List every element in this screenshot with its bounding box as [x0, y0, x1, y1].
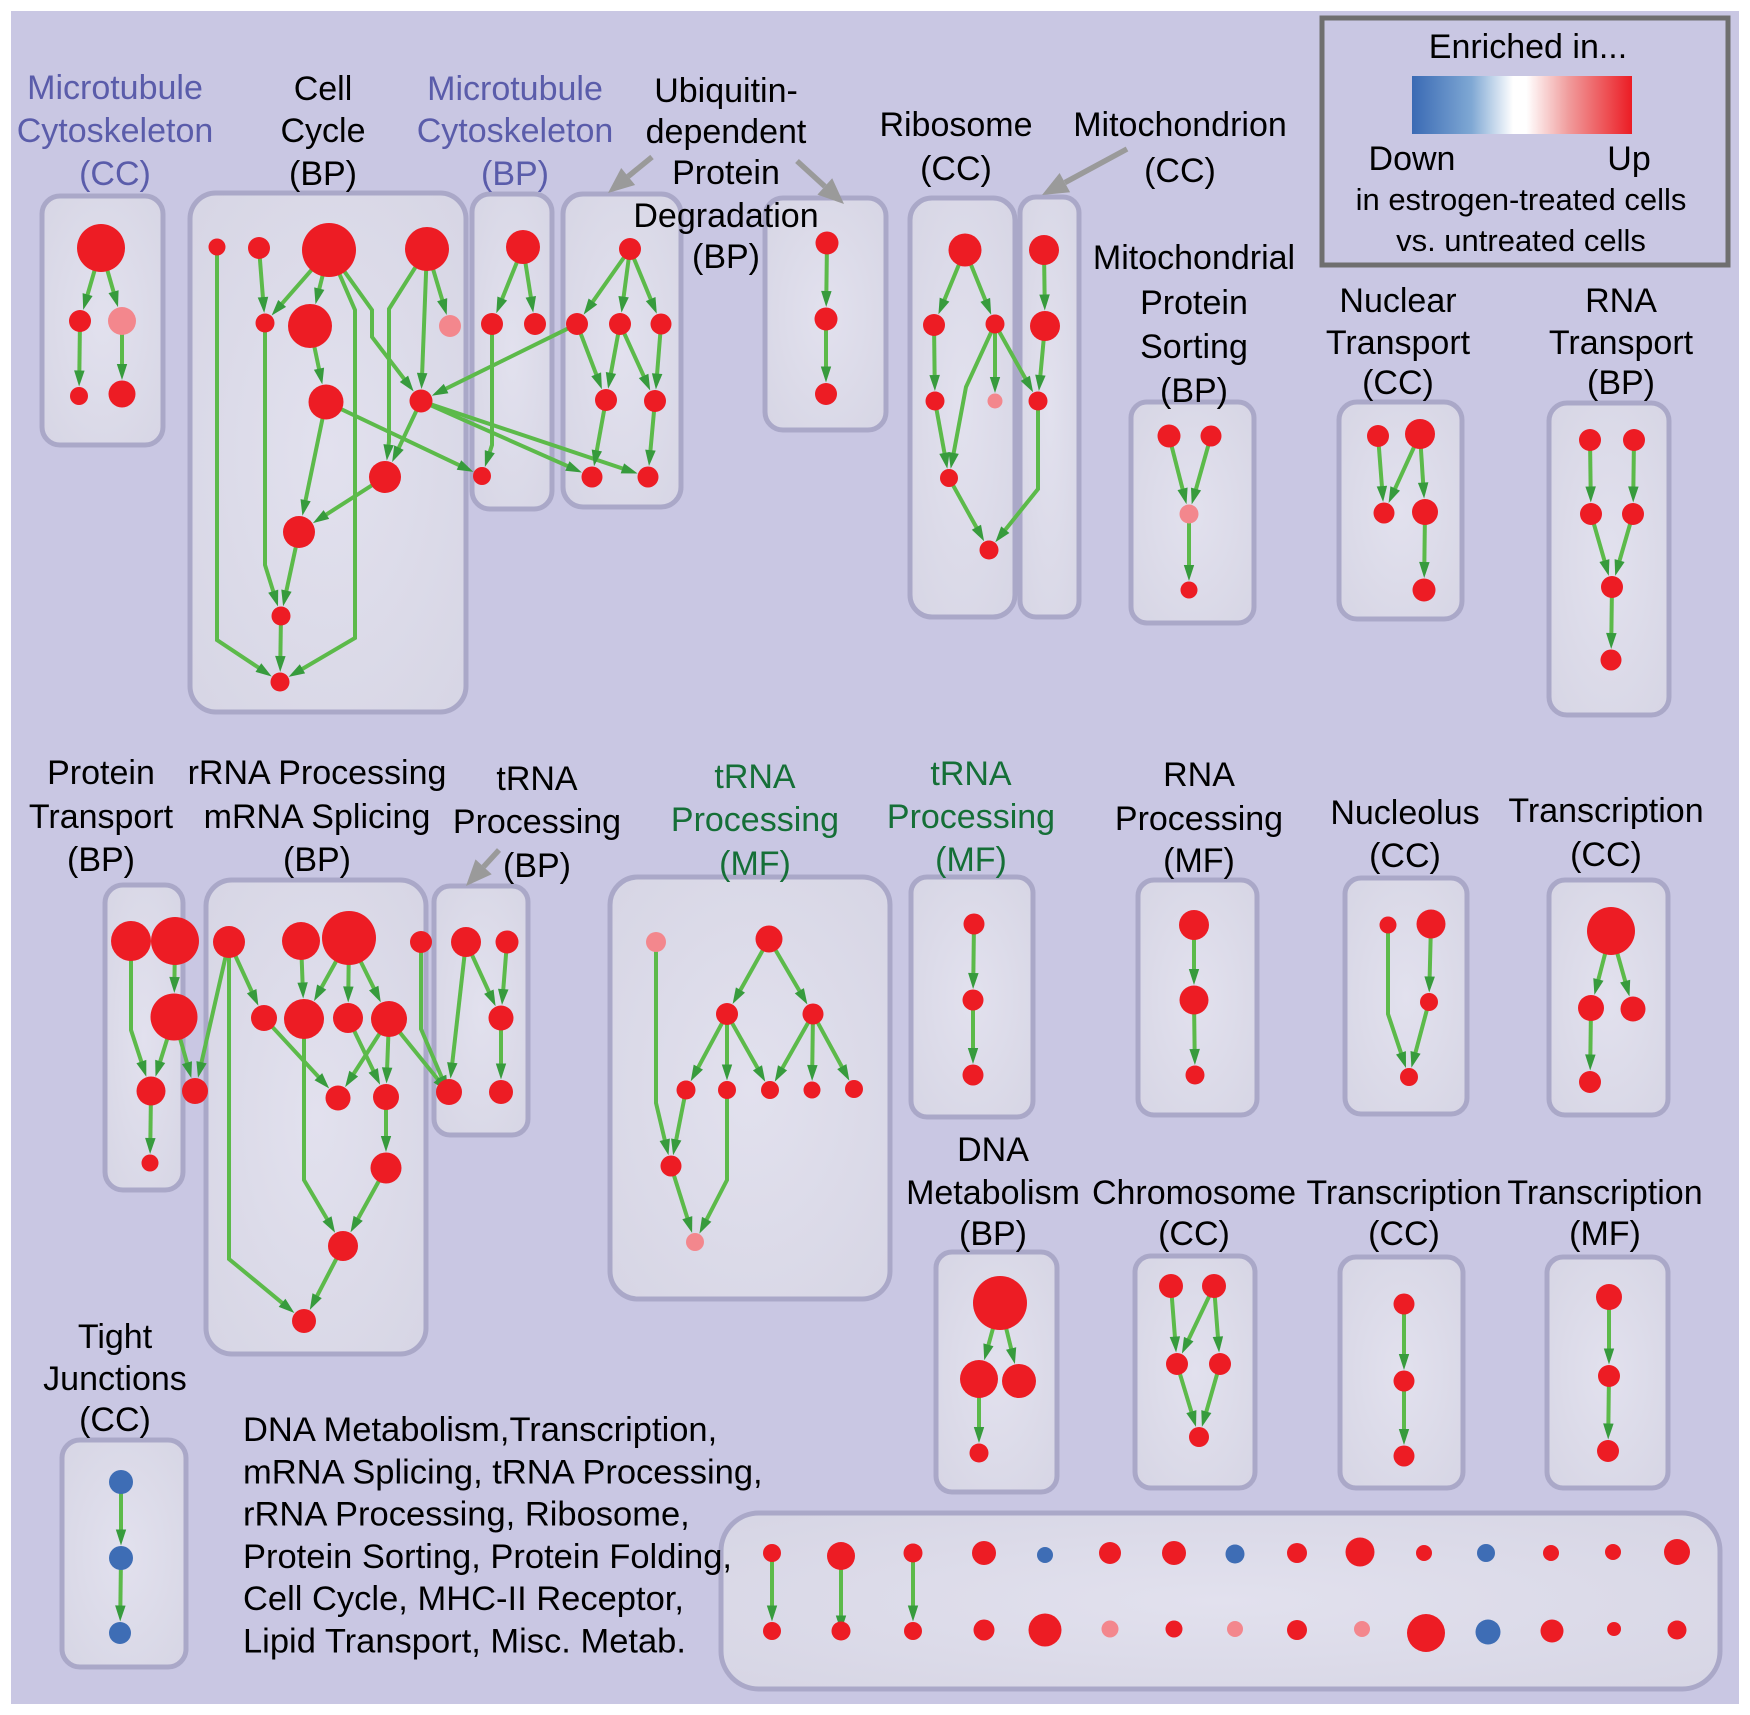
svg-text:mRNA Splicing, tRNA Processing: mRNA Splicing, tRNA Processing, [243, 1453, 763, 1491]
svg-text:(CC): (CC) [1369, 837, 1441, 875]
svg-text:(BP): (BP) [503, 847, 571, 885]
svg-text:tRNA: tRNA [714, 758, 796, 796]
svg-text:Junctions: Junctions [43, 1360, 187, 1398]
svg-text:(CC): (CC) [1368, 1215, 1440, 1253]
svg-text:tRNA: tRNA [496, 760, 578, 798]
svg-text:Transport: Transport [1549, 324, 1694, 362]
svg-text:rRNA Processing: rRNA Processing [188, 754, 447, 792]
svg-text:(CC): (CC) [1362, 364, 1434, 402]
svg-text:(BP): (BP) [289, 155, 357, 193]
svg-text:Mitochondrion: Mitochondrion [1073, 106, 1287, 144]
svg-text:(CC): (CC) [79, 155, 151, 193]
svg-text:(CC): (CC) [79, 1401, 151, 1439]
svg-text:Nuclear: Nuclear [1339, 282, 1456, 320]
svg-text:Chromosome: Chromosome [1092, 1174, 1296, 1212]
svg-text:(MF): (MF) [1163, 842, 1235, 880]
svg-text:Processing: Processing [887, 798, 1055, 836]
svg-text:Microtubule: Microtubule [427, 70, 603, 108]
svg-text:Protein: Protein [672, 154, 780, 192]
svg-text:(BP): (BP) [283, 841, 351, 879]
svg-text:Ribosome: Ribosome [879, 106, 1032, 144]
svg-text:Microtubule: Microtubule [27, 69, 203, 107]
svg-text:vs. untreated cells: vs. untreated cells [1396, 223, 1646, 258]
svg-text:Sorting: Sorting [1140, 328, 1248, 366]
svg-text:Cycle: Cycle [280, 112, 365, 150]
svg-text:(BP): (BP) [692, 238, 760, 276]
svg-text:(BP): (BP) [1587, 364, 1655, 402]
svg-text:tRNA: tRNA [930, 755, 1012, 793]
svg-text:rRNA Processing, Ribosome,: rRNA Processing, Ribosome, [243, 1496, 690, 1534]
svg-text:RNA: RNA [1163, 756, 1235, 794]
svg-text:Mitochondrial: Mitochondrial [1093, 239, 1295, 277]
svg-text:dependent: dependent [646, 113, 807, 151]
svg-text:Transcription: Transcription [1507, 1174, 1702, 1212]
svg-text:(BP): (BP) [481, 155, 549, 193]
svg-text:(MF): (MF) [1569, 1215, 1641, 1253]
svg-text:Cytoskeleton: Cytoskeleton [417, 112, 614, 150]
svg-text:RNA: RNA [1585, 282, 1657, 320]
svg-text:(CC): (CC) [1158, 1215, 1230, 1253]
svg-text:(BP): (BP) [959, 1215, 1027, 1253]
svg-text:Tight: Tight [78, 1318, 153, 1356]
svg-text:Degradation: Degradation [633, 197, 818, 235]
svg-text:DNA: DNA [957, 1131, 1029, 1169]
svg-text:Cell Cycle, MHC-II Receptor,: Cell Cycle, MHC-II Receptor, [243, 1580, 684, 1618]
svg-text:Cell: Cell [294, 70, 353, 108]
svg-text:Down: Down [1369, 140, 1456, 178]
svg-text:Enriched in...: Enriched in... [1429, 28, 1627, 66]
svg-text:Nucleolus: Nucleolus [1330, 794, 1479, 832]
svg-text:in estrogen-treated cells: in estrogen-treated cells [1356, 182, 1687, 217]
svg-text:Protein Sorting, Protein Foldi: Protein Sorting, Protein Folding, [243, 1538, 732, 1576]
svg-text:Up: Up [1607, 140, 1650, 178]
svg-text:(CC): (CC) [1144, 152, 1216, 190]
svg-text:Lipid Transport, Misc. Metab.: Lipid Transport, Misc. Metab. [243, 1623, 686, 1661]
svg-text:mRNA Splicing: mRNA Splicing [204, 798, 431, 836]
svg-text:(MF): (MF) [935, 841, 1007, 879]
svg-text:Metabolism: Metabolism [906, 1174, 1080, 1212]
svg-text:(BP): (BP) [67, 841, 135, 879]
svg-text:Protein: Protein [1140, 284, 1248, 322]
svg-text:Ubiquitin-: Ubiquitin- [654, 72, 798, 110]
svg-text:(CC): (CC) [920, 150, 992, 188]
svg-text:(BP): (BP) [1160, 372, 1228, 410]
svg-text:(MF): (MF) [719, 845, 791, 883]
svg-text:(CC): (CC) [1570, 836, 1642, 874]
svg-text:Processing: Processing [671, 801, 839, 839]
svg-text:Transport: Transport [1326, 324, 1471, 362]
svg-text:Processing: Processing [1115, 800, 1283, 838]
svg-text:DNA Metabolism,Transcription,: DNA Metabolism,Transcription, [243, 1411, 717, 1449]
svg-text:Protein: Protein [47, 754, 155, 792]
svg-text:Transcription: Transcription [1306, 1174, 1501, 1212]
svg-text:Transport: Transport [29, 798, 174, 836]
svg-text:Cytoskeleton: Cytoskeleton [17, 112, 214, 150]
svg-text:Processing: Processing [453, 803, 621, 841]
svg-text:Transcription: Transcription [1508, 792, 1703, 830]
